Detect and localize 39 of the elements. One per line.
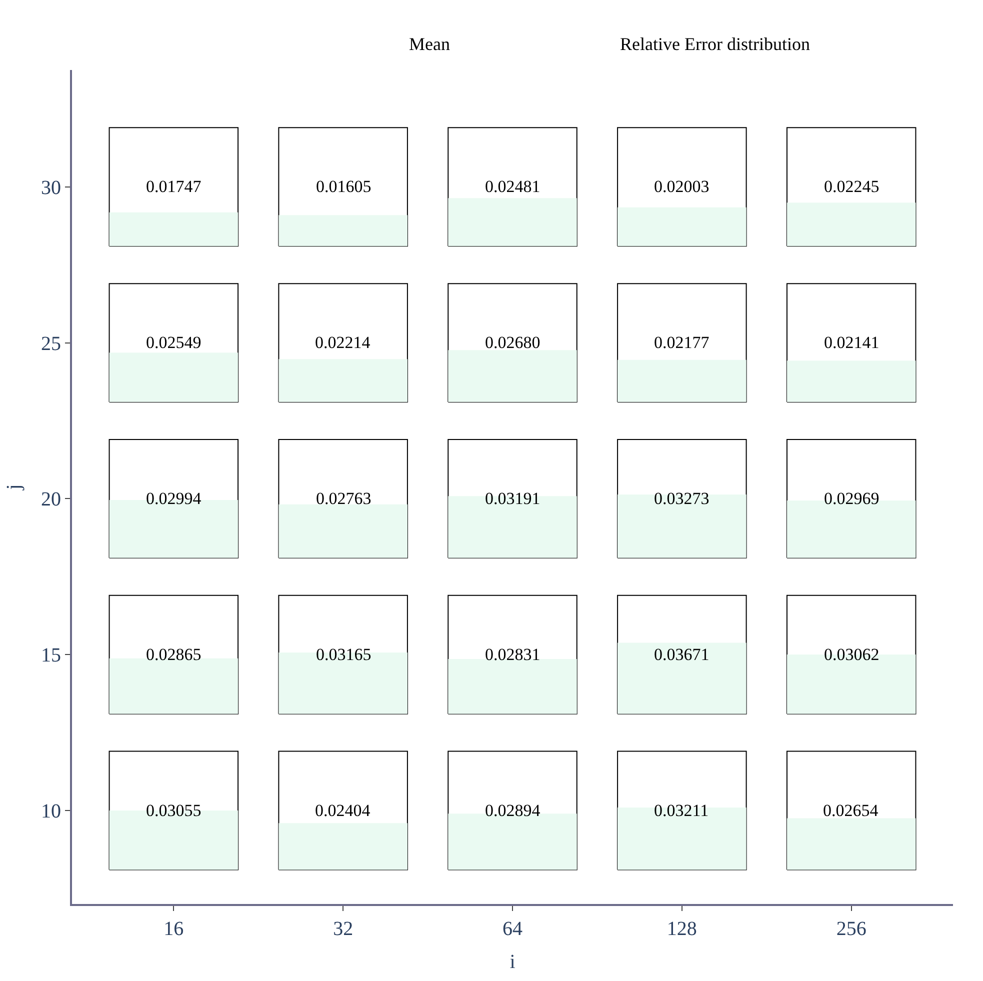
data-label: 0.03062 xyxy=(824,645,880,664)
data-label: 0.01605 xyxy=(316,177,372,196)
data-label: 0.02549 xyxy=(146,333,202,352)
y-tick-label: 10 xyxy=(41,800,61,822)
x-tick-label: 16 xyxy=(164,918,184,940)
data-label: 0.02654 xyxy=(823,801,879,820)
data-label: 0.03055 xyxy=(146,801,202,820)
x-tick-label: 128 xyxy=(666,918,697,940)
data-label: 0.03191 xyxy=(485,489,540,508)
data-label: 0.02141 xyxy=(824,333,880,352)
data-label: 0.01747 xyxy=(146,177,202,196)
x-axis-title: i xyxy=(510,951,516,973)
y-tick-label: 15 xyxy=(41,644,61,667)
text: Relative Error distribution xyxy=(620,34,810,54)
y-tick-label: 20 xyxy=(41,488,61,511)
data-label: 0.03273 xyxy=(654,489,710,508)
x-tick-label: 64 xyxy=(502,918,522,940)
data-label: 0.02831 xyxy=(485,645,540,664)
data-label: 0.02003 xyxy=(654,177,710,196)
data-label: 0.02865 xyxy=(146,645,202,664)
data-label: 0.02214 xyxy=(315,333,371,352)
data-label: 0.03165 xyxy=(316,645,372,664)
data-label: 0.02994 xyxy=(146,489,202,508)
data-label: 0.02245 xyxy=(824,177,880,196)
data-label: 0.02404 xyxy=(315,801,371,820)
data-label: 0.02177 xyxy=(654,333,710,352)
data-label: 0.03671 xyxy=(654,645,710,664)
y-tick-label: 30 xyxy=(41,176,61,199)
data-label: 0.02680 xyxy=(485,333,540,352)
data-label: 0.03211 xyxy=(654,801,709,820)
x-tick-label: 32 xyxy=(333,918,354,940)
y-tick-label: 25 xyxy=(41,332,61,355)
data-label: 0.02763 xyxy=(316,489,372,508)
x-tick-label: 256 xyxy=(836,918,866,940)
data-label: 0.02481 xyxy=(485,177,540,196)
text: Mean xyxy=(409,34,450,54)
data-label: 0.02894 xyxy=(485,801,541,820)
data-label: 0.02969 xyxy=(824,489,880,508)
y-axis-title: j xyxy=(3,484,25,491)
